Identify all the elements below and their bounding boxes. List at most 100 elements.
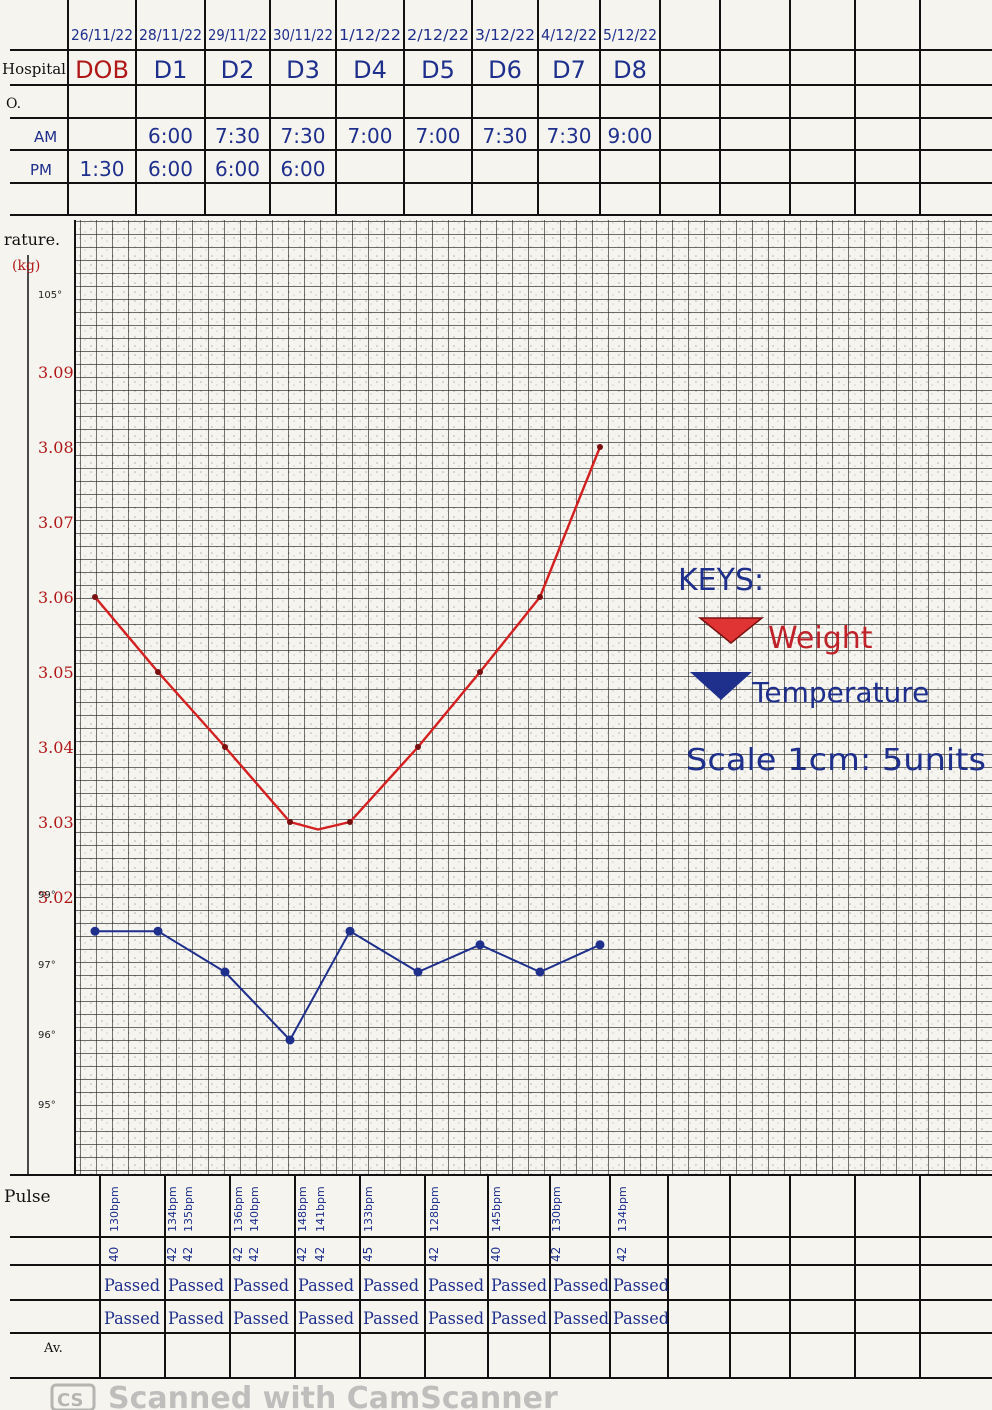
header-date: 1/12/22 bbox=[339, 26, 401, 44]
pulse-value: 128bpm bbox=[428, 1186, 441, 1232]
header-date: 26/11/22 bbox=[71, 26, 133, 44]
y-axis-labels: 3.09 3.08 3.07 3.06 3.05 3.04 3.03 3.02 105° 99° 9… bbox=[38, 290, 74, 1111]
resp-value: 42 bbox=[313, 1247, 327, 1262]
legend: KEYS: Weight Temperature Scale 1cm: 5uni… bbox=[678, 563, 986, 778]
am-label: AM bbox=[34, 128, 57, 146]
temperature-tick-label: 105° bbox=[38, 290, 62, 301]
temperature-point bbox=[90, 926, 100, 936]
weight-series bbox=[92, 444, 603, 831]
temperature-series bbox=[90, 926, 605, 1045]
temperature-point bbox=[345, 926, 355, 936]
header-day-code: D5 bbox=[421, 56, 455, 84]
passed-row2-cell: Passed bbox=[491, 1309, 547, 1329]
header-date: 2/12/22 bbox=[407, 26, 469, 44]
passed-row2-cell: Passed bbox=[613, 1309, 669, 1329]
header-date: 29/11/22 bbox=[208, 26, 267, 44]
camscanner-watermark: CS Scanned with CamScanner bbox=[50, 1381, 558, 1410]
passed-row1-cell: Passed bbox=[233, 1276, 289, 1296]
header-table bbox=[10, 0, 992, 216]
weight-point bbox=[92, 594, 98, 600]
header-day-code: D4 bbox=[353, 56, 387, 84]
temperature-point bbox=[595, 940, 605, 950]
passed-row2-cell: Passed bbox=[233, 1309, 289, 1329]
pulse-value: 136bpm bbox=[232, 1186, 245, 1232]
pulse-value: 133bpm bbox=[362, 1186, 375, 1232]
am-time: 7:00 bbox=[348, 124, 393, 148]
am-time: 6:00 bbox=[148, 124, 193, 148]
chart-grid bbox=[27, 220, 992, 1175]
pulse-value: 135bpm bbox=[182, 1186, 195, 1232]
legend-title: KEYS: bbox=[678, 563, 764, 598]
pulse-value: 134bpm bbox=[166, 1186, 179, 1232]
passed-row1-cell: Passed bbox=[104, 1276, 160, 1296]
pulse-table bbox=[10, 1174, 992, 1379]
header-day-code: D8 bbox=[613, 56, 647, 84]
passed-row1-cell: Passed bbox=[428, 1276, 484, 1296]
resp-value: 42 bbox=[181, 1247, 195, 1262]
resp-value: 40 bbox=[107, 1247, 121, 1262]
pulse-value: 130bpm bbox=[108, 1186, 121, 1232]
temperature-tick-label: 95° bbox=[38, 1100, 56, 1111]
svg-text:CS: CS bbox=[57, 1390, 84, 1410]
passed-row1-cell: Passed bbox=[613, 1276, 669, 1296]
weight-point bbox=[537, 594, 543, 600]
passed-row2-cell: Passed bbox=[363, 1309, 419, 1329]
pm-time: 6:00 bbox=[281, 157, 326, 181]
am-time: 7:30 bbox=[547, 124, 592, 148]
passed-row1-cell: Passed bbox=[363, 1276, 419, 1296]
header-day-code: D2 bbox=[221, 56, 255, 84]
row3-label: O. bbox=[6, 96, 21, 112]
weight-point bbox=[347, 819, 353, 825]
resp-value: 42 bbox=[231, 1247, 245, 1262]
temperature-key-icon bbox=[690, 672, 752, 700]
header-date: 28/11/22 bbox=[139, 26, 202, 44]
am-time: 7:00 bbox=[416, 124, 461, 148]
am-time: 7:30 bbox=[215, 124, 260, 148]
am-time: 7:30 bbox=[281, 124, 326, 148]
legend-scale: Scale 1cm: 5units bbox=[686, 743, 986, 778]
pm-time: 1:30 bbox=[80, 157, 125, 181]
header-day-code: D7 bbox=[552, 56, 586, 84]
resp-value: 42 bbox=[549, 1247, 563, 1262]
weight-tick-label: 3.04 bbox=[38, 738, 74, 757]
weight-tick-label: 3.06 bbox=[38, 588, 74, 607]
temperature-tick-label: 97° bbox=[38, 960, 56, 971]
passed-row2-cell: Passed bbox=[104, 1309, 160, 1329]
weight-point bbox=[597, 444, 603, 450]
passed-row2-cell: Passed bbox=[553, 1309, 609, 1329]
temperature-tick-label: 96° bbox=[38, 1030, 56, 1041]
temperature-tick-label: 99° bbox=[38, 890, 56, 901]
weight-point bbox=[287, 819, 293, 825]
pulse-value: 145bpm bbox=[490, 1186, 503, 1232]
temperature-point bbox=[413, 967, 423, 977]
temperature-point bbox=[535, 967, 545, 977]
resp-value: 42 bbox=[247, 1247, 261, 1262]
passed-row2-cell: Passed bbox=[428, 1309, 484, 1329]
temperature-point bbox=[153, 926, 163, 936]
pulse-label: Pulse bbox=[4, 1187, 51, 1207]
pulse-values: 130bpm 134bpm 135bpm 136bpm 140bpm 148bpm 141b… bbox=[104, 1186, 669, 1329]
resp-value: 45 bbox=[361, 1247, 375, 1262]
header-date: 3/12/22 bbox=[475, 26, 535, 44]
header-day-code: D1 bbox=[154, 56, 188, 84]
resp-value: 42 bbox=[295, 1247, 309, 1262]
pm-label: PM bbox=[30, 161, 52, 179]
weight-point bbox=[155, 669, 161, 675]
legend-temperature: Temperature bbox=[751, 676, 929, 709]
weight-tick-label: 3.09 bbox=[38, 363, 74, 382]
average-label: Av. bbox=[43, 1341, 63, 1356]
resp-value: 42 bbox=[165, 1247, 179, 1262]
weight-tick-label: 3.05 bbox=[38, 663, 74, 682]
header-date: 30/11/22 bbox=[273, 26, 333, 44]
pulse-value: 134bpm bbox=[616, 1186, 629, 1232]
weight-point bbox=[477, 669, 483, 675]
pulse-value: 141bpm bbox=[314, 1186, 327, 1232]
temperature-point bbox=[285, 1035, 295, 1045]
header-day-code: DOB bbox=[75, 56, 129, 84]
pulse-value: 130bpm bbox=[550, 1186, 563, 1232]
weight-key-icon bbox=[697, 617, 765, 644]
temperature-label: rature. bbox=[4, 230, 60, 249]
header-date: 4/12/22 bbox=[541, 26, 597, 44]
weight-point bbox=[415, 744, 421, 750]
temperature-point bbox=[220, 967, 230, 977]
